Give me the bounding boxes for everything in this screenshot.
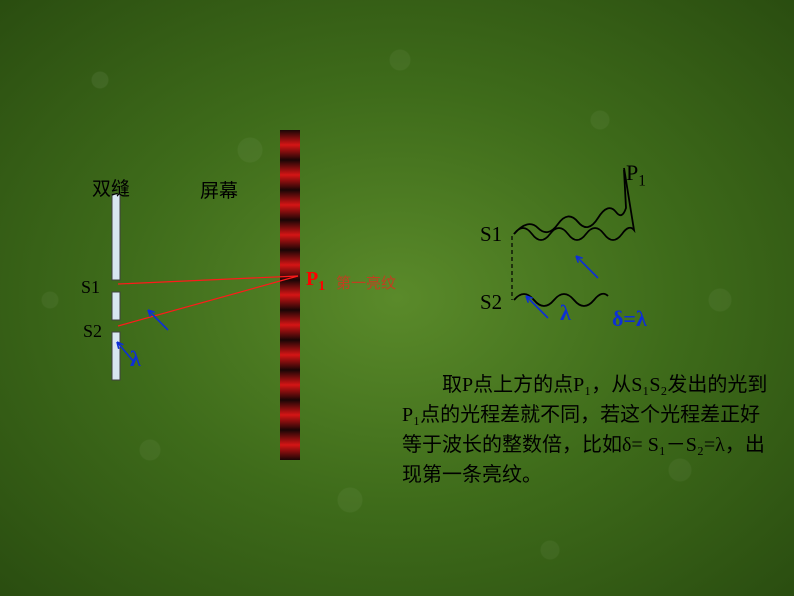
label-s2-right: S2 bbox=[480, 290, 502, 315]
label-p1-red: P1 bbox=[306, 268, 325, 295]
diagram-svg bbox=[0, 0, 794, 596]
label-p1-right: P1 bbox=[626, 160, 646, 190]
label-double-slit: 双缝 bbox=[92, 174, 130, 201]
label-s1-left: S1 bbox=[81, 277, 100, 298]
label-s1-right: S1 bbox=[480, 222, 502, 247]
label-lambda-left: λ bbox=[130, 346, 141, 372]
label-first-bright: 第一亮纹 bbox=[336, 272, 396, 293]
label-delta-lambda: δ=λ bbox=[612, 306, 647, 332]
label-lambda-right: λ bbox=[560, 300, 571, 326]
label-s2-left: S2 bbox=[83, 321, 102, 342]
label-screen: 屏幕 bbox=[200, 176, 238, 203]
paragraph-text: 取P点上方的点P₁，从S₁S₂发出的光到P₁点的光程差就不同，若这个光程差正好等… bbox=[402, 370, 772, 490]
